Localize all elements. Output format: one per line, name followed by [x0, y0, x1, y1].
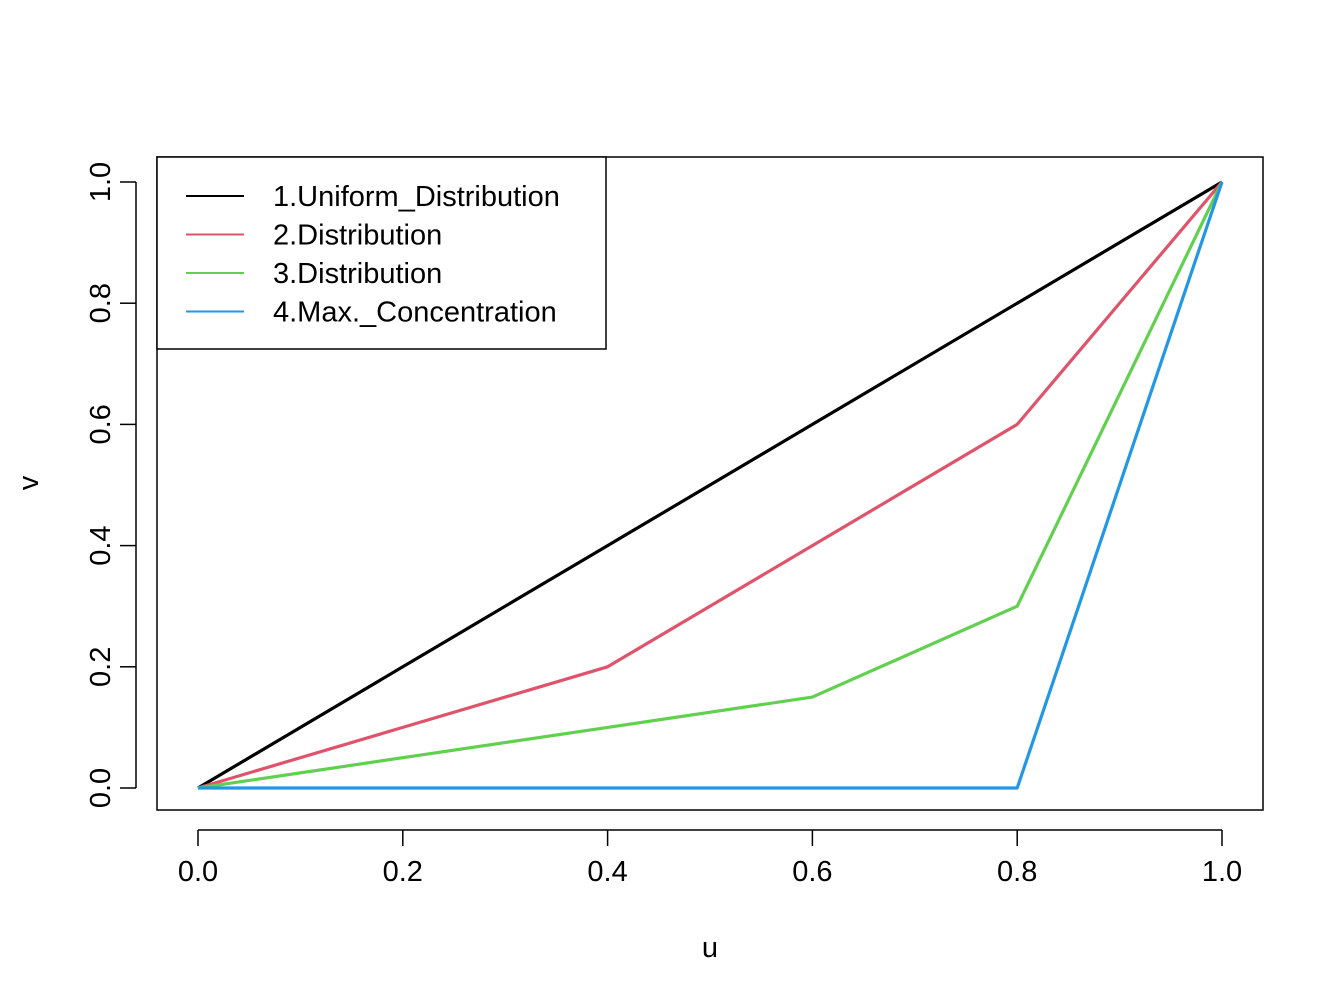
x-axis: 0.0 0.2 0.4 0.6 0.8 1.0: [178, 829, 1242, 888]
plot-frame: [156, 156, 1264, 811]
x-tick-label: 0.2: [383, 856, 423, 888]
series-line-4: [198, 181, 1224, 790]
legend-label: 4.Max._Concentration: [273, 297, 557, 329]
legend-label: 1.Uniform_Distribution: [273, 181, 560, 213]
legend: 1.Uniform_Distribution 2.Distribution 3.Di…: [156, 156, 607, 350]
y-tick-label: 0.4: [85, 525, 117, 565]
series-layer: [197, 180, 1224, 790]
x-tick-label: 0.6: [792, 856, 832, 888]
y-axis: 0.0 0.2 0.4 0.6 0.8 1.0: [85, 162, 137, 808]
series-line-2: [197, 180, 1224, 790]
series-line-1: [197, 180, 1223, 790]
y-tick-label: 0.2: [85, 647, 117, 687]
x-tick-label: 1.0: [1202, 856, 1242, 888]
legend-label: 2.Distribution: [273, 220, 442, 252]
legend-label: 3.Distribution: [273, 258, 442, 290]
y-tick-label: 1.0: [85, 162, 117, 202]
x-axis-label: u: [702, 932, 718, 964]
y-tick-label: 0.6: [85, 404, 117, 444]
y-axis-label: v: [13, 475, 45, 490]
y-tick-label: 0.0: [85, 768, 117, 808]
x-tick-label: 0.0: [178, 856, 218, 888]
x-tick-label: 0.4: [587, 856, 627, 888]
series-line-3: [197, 181, 1224, 790]
y-tick-label: 0.8: [85, 283, 117, 323]
legend-box: [156, 156, 607, 350]
x-tick-label: 0.8: [997, 856, 1037, 888]
